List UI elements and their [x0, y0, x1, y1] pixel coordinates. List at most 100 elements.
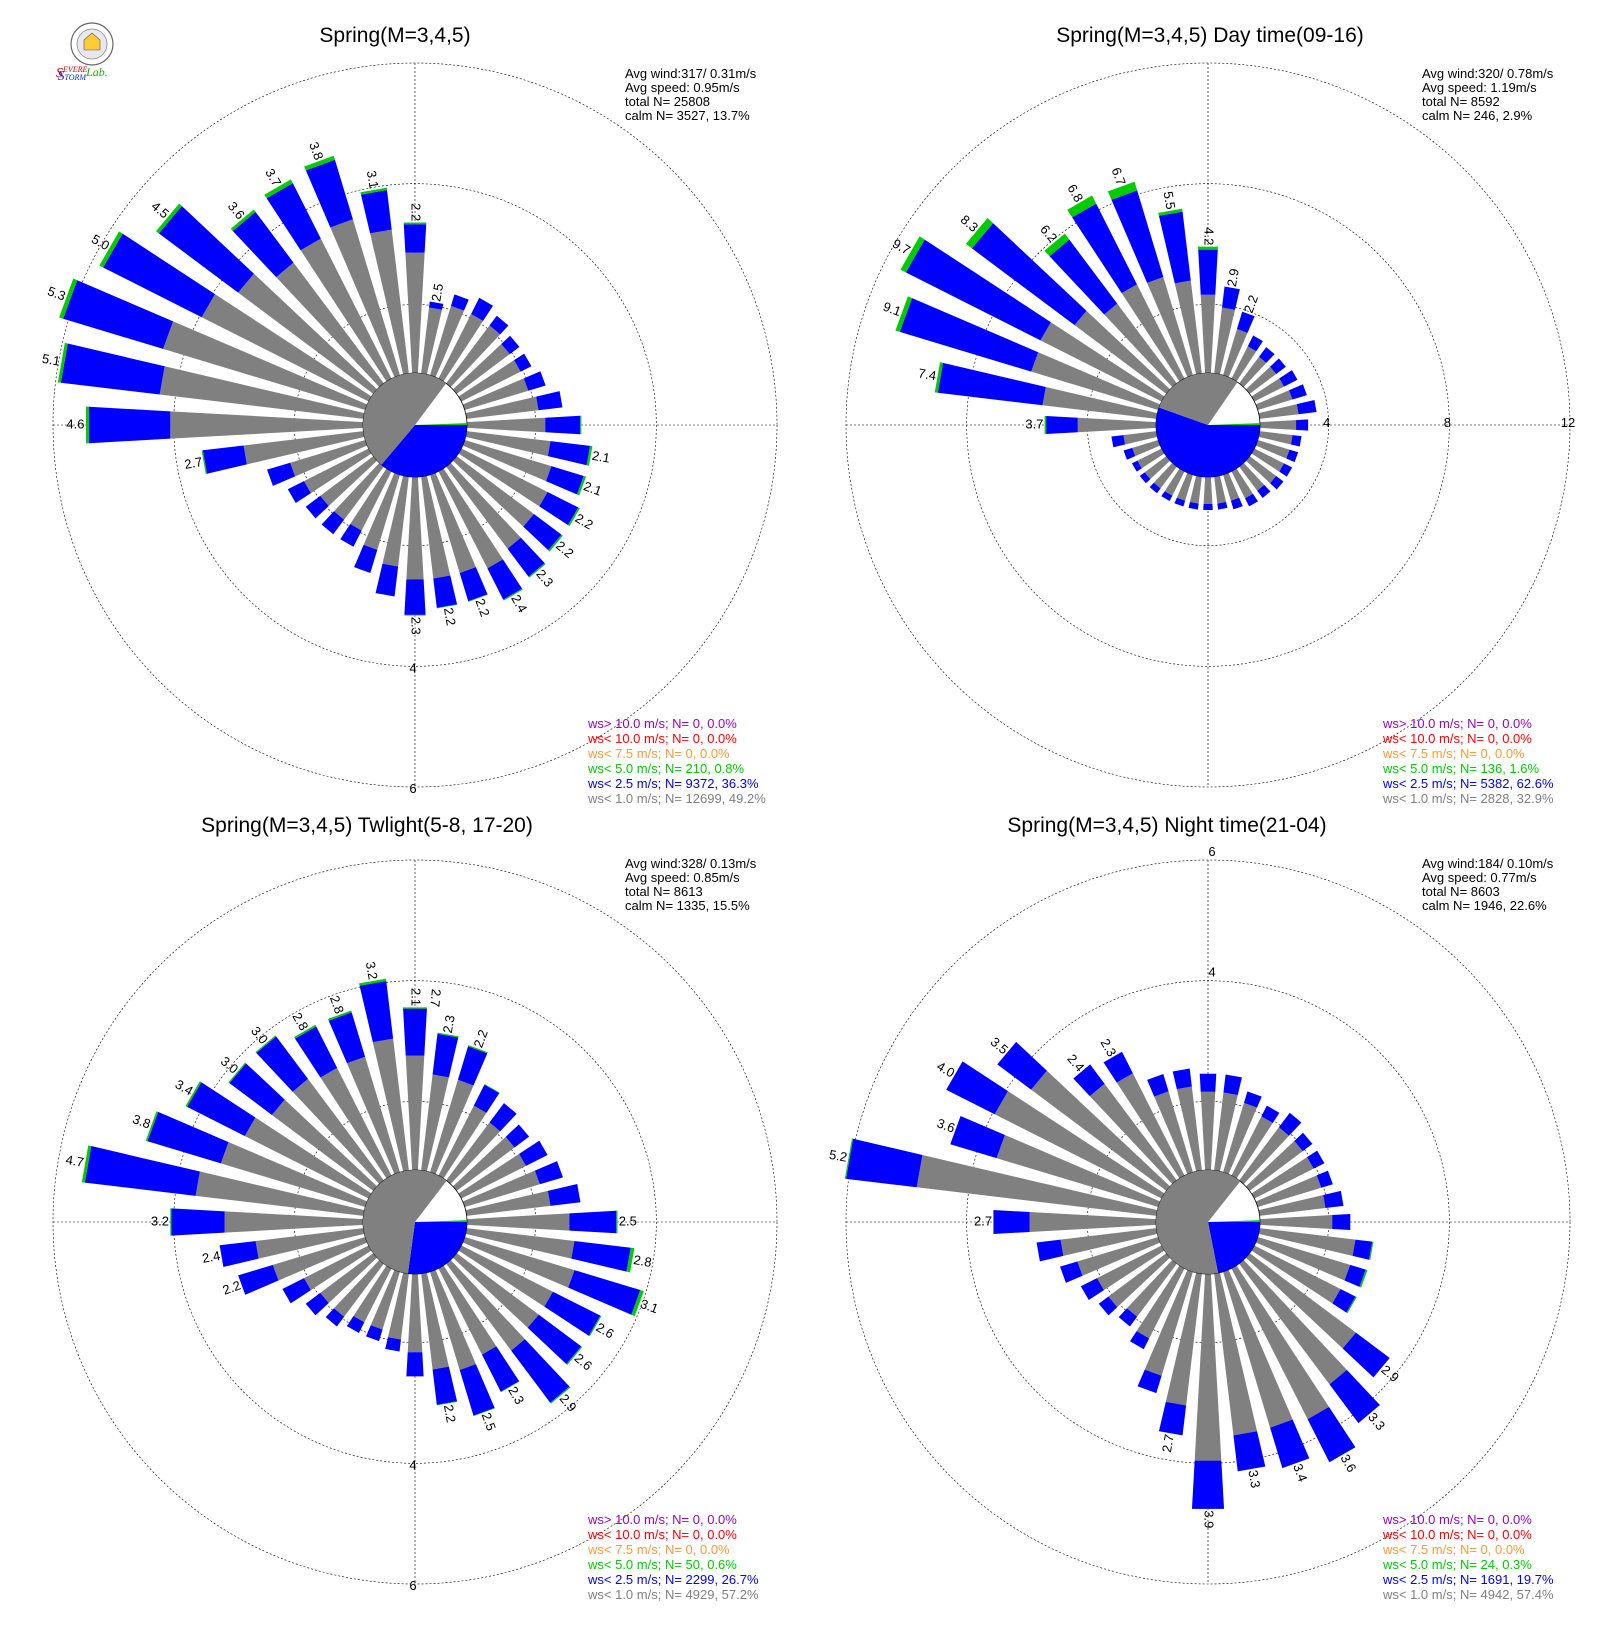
bar-gray-segment	[1123, 431, 1158, 445]
bar-green-segment	[626, 1247, 635, 1273]
bar-gray-segment	[1194, 1273, 1222, 1461]
bar-gray-segment	[1031, 1070, 1171, 1191]
bar-blue-segment	[1198, 249, 1218, 295]
stat-line: calm N= 1946, 22.6%	[1422, 898, 1547, 913]
bar-gray-segment	[1108, 1253, 1171, 1308]
bar-gray-segment	[1223, 472, 1240, 501]
bar-value-label: 2.5	[479, 1411, 499, 1433]
bar-gray-segment	[1214, 475, 1227, 504]
bar-green-segment	[327, 1010, 352, 1021]
bar-gray-segment	[1259, 1215, 1333, 1229]
bar-gray-segment	[430, 1269, 476, 1370]
stat-line: Avg wind:320/ 0.78m/s	[1422, 66, 1554, 81]
bar-value-label: 2.2	[470, 1028, 490, 1050]
bar-gray-segment	[292, 1078, 384, 1185]
bar-blue-segment	[232, 211, 294, 278]
calm-pie-gray	[362, 372, 447, 465]
bar-blue-segment	[1307, 1150, 1325, 1169]
bar-blue-segment	[489, 315, 509, 335]
calm-pie-green	[1208, 423, 1260, 425]
bar-value-label: 2.2	[409, 203, 424, 221]
bar-blue-segment	[507, 537, 545, 577]
bar-value-label: 3.6	[935, 1115, 957, 1135]
bar-value-label: 5.3	[46, 283, 68, 303]
bar-gray-segment	[244, 1117, 372, 1199]
bar-gray-segment	[1077, 417, 1157, 433]
bar-gray-segment	[1136, 1265, 1185, 1339]
bar-value-label: 7.4	[917, 365, 937, 383]
bar-green-segment	[404, 614, 426, 616]
logo-word-evere: EVERE	[62, 65, 88, 74]
bar-blue-segment	[219, 1241, 259, 1267]
bar-gray-segment	[466, 1213, 570, 1231]
bar-blue-segment	[1217, 502, 1228, 510]
bar-blue-segment	[993, 1210, 1030, 1234]
ring-label: 6	[409, 1578, 416, 1593]
bar-green-segment	[155, 203, 182, 234]
bar-gray-segment	[1096, 1245, 1165, 1291]
bar-green-segment	[586, 445, 593, 466]
bar-gray-segment	[452, 1136, 515, 1191]
bar-green-segment	[170, 1208, 172, 1236]
bar-green-segment	[550, 1386, 571, 1404]
bar-gray-segment	[430, 305, 465, 378]
bar-blue-segment	[1147, 1074, 1169, 1097]
bar-blue-segment	[1344, 1264, 1366, 1287]
bar-gray-segment	[163, 321, 368, 410]
bar-value-label: 3.8	[306, 140, 326, 162]
bar-blue-segment	[1278, 1112, 1302, 1136]
bar-gray-segment	[430, 1079, 474, 1175]
bar-gray-segment	[1132, 440, 1161, 457]
bar-value-label: 2.9	[1224, 267, 1242, 287]
ring-label: 4	[409, 660, 416, 675]
bar-value-label: 2.3	[409, 617, 424, 635]
bar-blue-segment	[487, 559, 523, 600]
bar-value-label: 3.9	[1202, 1510, 1217, 1528]
bar-gray-segment	[458, 360, 521, 402]
bar-green-segment	[934, 362, 943, 393]
bar-blue-segment	[328, 1012, 366, 1064]
bar-blue-segment	[305, 159, 353, 228]
legend-entry: ws< 1.0 m/s; N= 12699, 49.2%	[587, 791, 766, 806]
bar-blue-segment	[1279, 463, 1293, 477]
legend-entry: ws< 7.5 m/s; N= 0, 0.0%	[587, 746, 730, 761]
bar-value-label: 4.2	[1202, 227, 1217, 245]
bar-green-segment	[577, 475, 587, 496]
stat-line: total N= 25808	[625, 94, 710, 109]
bar-gray-segment	[996, 1134, 1161, 1207]
bar-blue-segment	[1290, 435, 1302, 447]
legend-entry: ws> 10.0 m/s; N= 0, 0.0%	[1382, 1512, 1532, 1527]
bar-gray-segment	[421, 1074, 449, 1172]
bar-blue-segment	[360, 190, 392, 234]
bar-green-segment	[360, 187, 387, 195]
bar-value-label: 2.2	[441, 606, 459, 626]
bar-blue-segment	[1158, 1401, 1187, 1436]
bar-green-segment	[900, 236, 925, 273]
bar-blue-segment	[432, 1033, 459, 1078]
bar-blue-segment	[1352, 1239, 1373, 1260]
bar-gray-segment	[1116, 1073, 1185, 1179]
bar-green-segment	[294, 1024, 317, 1039]
bar-blue-segment	[1279, 370, 1298, 387]
bar-blue-segment	[287, 481, 311, 504]
bar-gray-segment	[1251, 378, 1285, 402]
bar-value-label: 9.1	[881, 299, 903, 319]
bar-blue-segment	[1270, 1419, 1310, 1469]
bar-green-segment	[1107, 181, 1138, 200]
bar-blue-segment	[1129, 1331, 1150, 1350]
ring-label: 12	[1561, 415, 1575, 430]
bar-gray-segment	[271, 1099, 378, 1191]
calm-pie-blue	[407, 1222, 467, 1274]
bar-blue-segment	[1199, 1073, 1217, 1092]
bar-green-segment	[528, 563, 546, 578]
bar-blue-segment	[1307, 1406, 1356, 1463]
bar-blue-segment	[1270, 358, 1286, 374]
bar-blue-segment	[63, 280, 174, 349]
bar-blue-segment	[1296, 419, 1309, 431]
logo-word-torm: TORM	[64, 73, 87, 82]
bar-gray-segment	[1258, 431, 1293, 445]
legend-entry: ws< 7.5 m/s; N= 0, 0.0%	[1382, 1542, 1525, 1557]
bar-value-label: 2.7	[974, 1213, 992, 1228]
bar-gray-segment	[430, 472, 476, 573]
bar-gray-segment	[350, 468, 392, 531]
